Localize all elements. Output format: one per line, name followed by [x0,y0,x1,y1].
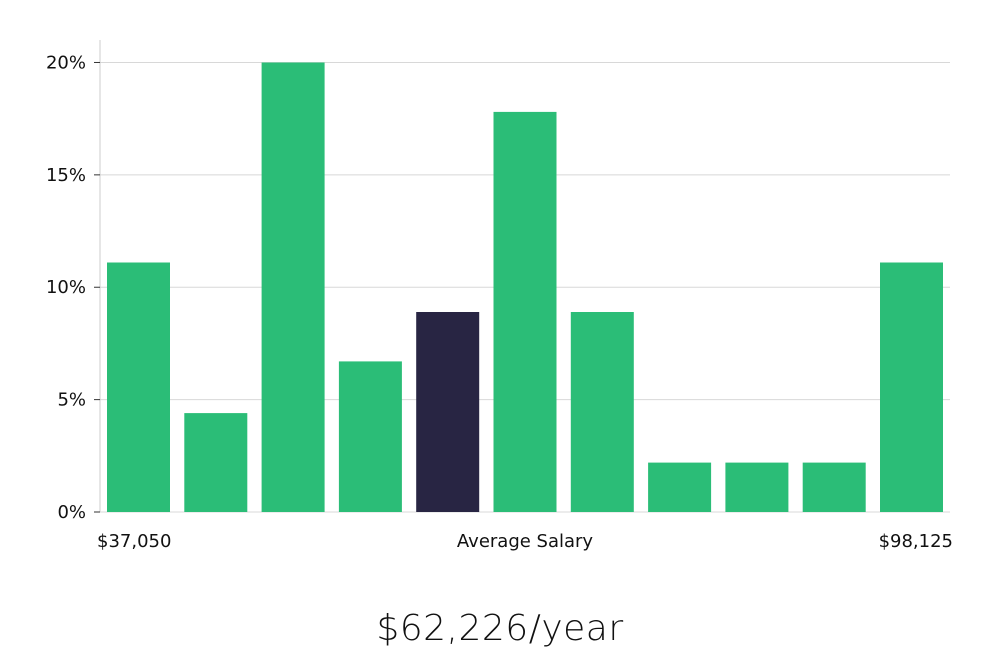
bar-highlighted [416,312,480,512]
average-salary-value: $62,226/year [376,608,624,649]
bar [570,312,634,512]
y-tick-label: 20% [46,52,86,73]
x-max-label: $98,125 [879,531,953,552]
bars [107,62,943,513]
y-tick-label: 5% [57,390,86,411]
bar [338,361,402,512]
bar [493,111,557,513]
bar [261,62,325,512]
x-min-label: $37,050 [97,531,171,552]
bar [107,262,170,512]
bar [648,462,712,512]
bar [802,462,866,512]
bar [880,262,943,512]
y-tick-label: 15% [46,165,86,186]
x-center-label: Average Salary [457,531,594,552]
bar [184,413,248,512]
salary-histogram: 0% 5% 10% 15% 20% $37,050 Average Salary $98… [46,40,953,552]
bar [725,462,789,512]
y-tick-label: 0% [57,502,86,523]
y-tick-label: 10% [46,277,86,298]
x-axis-labels: $37,050 Average Salary $98,125 [97,531,953,552]
